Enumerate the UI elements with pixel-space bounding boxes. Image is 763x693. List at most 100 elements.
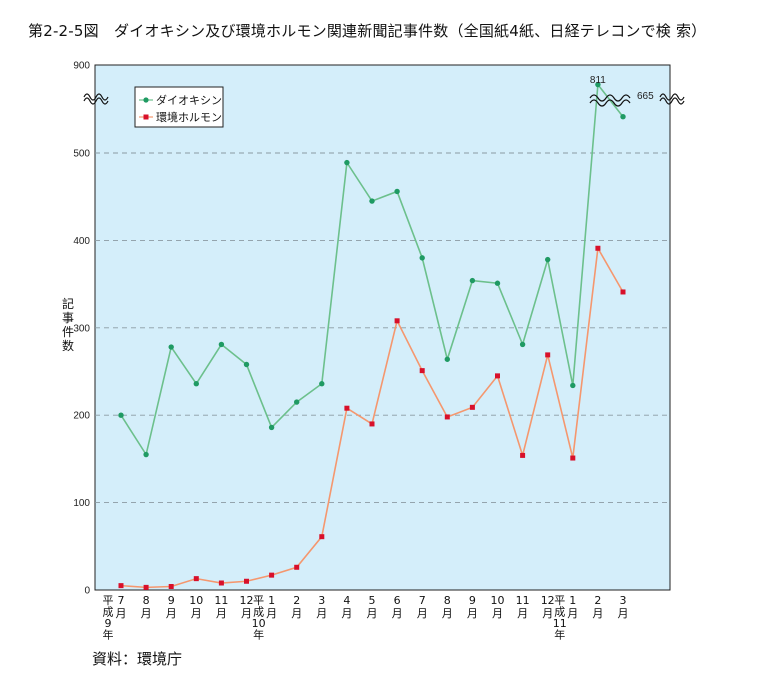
svg-text:8: 8 [143,594,150,607]
annotations: 811 665 [590,75,654,102]
legend-box [134,86,224,128]
svg-text:月: 月 [216,607,227,620]
svg-text:平: 平 [103,594,114,607]
svg-text:7: 7 [419,594,426,607]
point-s0-5 [243,361,250,368]
point-s1-20 [620,289,626,295]
svg-text:平: 平 [253,594,264,607]
svg-text:成: 成 [253,606,264,619]
x-tick-label-9: 4月 [341,594,352,620]
annotation-811: 811 [590,75,606,86]
svg-text:月: 月 [417,607,428,620]
svg-text:8: 8 [444,594,451,607]
svg-text:年: 年 [253,628,264,641]
point-s0-7 [294,399,300,405]
svg-text:11: 11 [214,594,228,607]
svg-text:10: 10 [491,594,505,607]
svg-text:10: 10 [252,617,266,630]
svg-text:2: 2 [293,594,300,607]
point-s0-15 [494,280,501,286]
y-tick-label-100: 100 [73,498,90,509]
legend: ダイオキシン 環境ホルモン [134,86,224,128]
svg-text:9: 9 [168,594,175,607]
svg-text:5: 5 [369,594,376,607]
point-s1-17 [545,352,551,358]
gridlines [95,152,670,504]
svg-text:11: 11 [553,617,567,630]
y-tick-label-400: 400 [73,236,90,247]
svg-text:月: 月 [266,607,277,620]
svg-text:1: 1 [268,594,275,607]
svg-text:10: 10 [189,594,203,607]
x-tick-label-14: 9月 [467,594,478,620]
svg-text:7: 7 [118,594,125,607]
svg-text:年: 年 [103,628,114,641]
point-s0-20 [620,114,626,120]
point-s1-12 [419,368,425,374]
x-tick-label-12: 7月 [417,594,428,620]
point-s0-14 [469,277,476,284]
y-tick-label-500: 500 [73,149,90,160]
x-tick-label-19: 2月 [592,594,603,620]
y-axis: 0 100 200 300 400 500 900 [73,61,90,597]
y-tick-label-300: 300 [73,323,90,334]
legend-marker-hormone [143,114,149,120]
point-s0-9 [344,159,350,166]
point-s1-2 [168,584,174,590]
point-s1-19 [595,245,601,251]
svg-text:4: 4 [343,594,350,607]
series-lines [118,81,626,590]
point-s1-5 [244,578,249,584]
svg-text:3: 3 [620,594,627,607]
y-axis-break-left [83,93,109,101]
svg-text:月: 月 [291,607,302,620]
x-tick-label-8: 3月 [316,594,327,620]
svg-text:月: 月 [241,607,252,620]
x-tick-label-20: 3月 [618,594,629,620]
x-tick-label-1: 8月 [141,594,152,620]
svg-text:9: 9 [469,594,476,607]
svg-text:成: 成 [103,606,114,619]
svg-text:12: 12 [541,594,555,607]
point-s0-4 [218,341,225,348]
svg-text:月: 月 [316,607,327,620]
x-tick-label-18: 1月 [567,594,578,620]
point-s0-6 [268,424,275,431]
x-tick-label-0: 7月 [116,594,127,620]
point-s0-18 [570,382,576,389]
point-s0-19 [595,81,601,88]
point-s1-10 [369,421,375,427]
x-tick-label-10: 5月 [367,594,378,620]
x-tick-label-5: 12月 [240,594,254,620]
point-s1-4 [218,580,224,586]
svg-text:月: 月 [166,607,177,620]
point-s1-14 [469,404,475,410]
point-s0-8 [319,381,325,387]
point-s1-13 [444,414,450,420]
legend-marker-dioxin [143,97,149,103]
y-tick-label-0: 0 [84,586,90,597]
point-s1-8 [319,534,325,540]
svg-text:6: 6 [394,594,401,607]
point-s0-3 [193,381,199,387]
point-s0-16 [519,341,526,348]
point-s0-0 [118,412,124,418]
svg-text:月: 月 [492,607,503,620]
svg-text:3: 3 [318,594,325,607]
svg-text:2: 2 [594,594,601,607]
svg-text:9: 9 [105,617,112,630]
point-s1-0 [118,583,124,589]
svg-text:月: 月 [442,607,453,620]
series-break-mark [589,94,631,102]
point-s0-11 [394,188,400,195]
svg-text:月: 月 [517,607,528,620]
svg-text:月: 月 [592,607,603,620]
series-break-mark-2 [589,99,631,107]
chart-title: 第2-2-5図 ダイオキシン及び環境ホルモン関連新聞記事件数（全国紙4紙、日経テ… [28,22,707,40]
svg-text:月: 月 [567,607,578,620]
y-axis-label: 記事件数 [62,296,74,353]
svg-text:成: 成 [554,606,565,619]
point-s1-15 [495,373,500,379]
